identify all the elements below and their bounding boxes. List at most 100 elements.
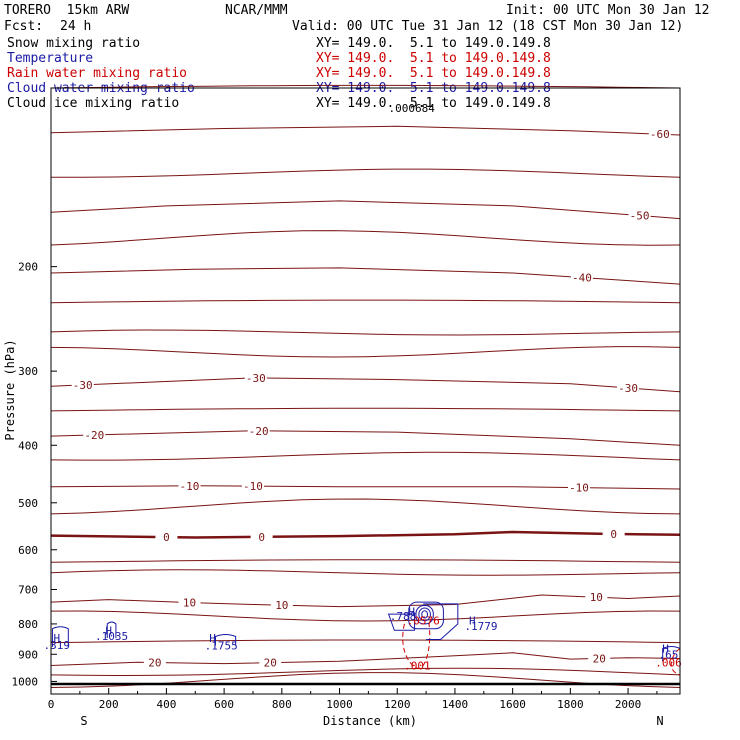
isotherm-label: -20	[84, 429, 104, 442]
cloud-water-label: .788	[390, 610, 417, 623]
isotherm-line	[50, 407, 681, 412]
fcst-label: Fcst:	[4, 19, 44, 34]
cloud-water-contour	[423, 603, 459, 641]
y-tick-label: 400	[18, 439, 38, 452]
rain-water-label: .0576	[407, 615, 440, 628]
isotherm-label-bg	[83, 428, 106, 441]
isotherm-label: 20	[148, 656, 161, 669]
cloud-water-label: .1755	[205, 640, 238, 653]
isotherm-label: -20	[249, 425, 269, 438]
cloud-water-contour	[387, 613, 416, 631]
x-tick-label: 0	[48, 698, 55, 711]
isotherm-label-bg	[178, 596, 201, 609]
isotherm-label: 10	[183, 597, 196, 610]
x-tick-label: 1200	[384, 698, 411, 711]
isotherm-label-bg	[250, 530, 273, 543]
isotherm-line	[50, 329, 681, 336]
isotherm-line	[50, 559, 681, 563]
isotherm--50	[50, 200, 681, 220]
isotherm-label-bg	[247, 424, 270, 437]
isotherm-label: 0	[258, 531, 265, 544]
isotherm-line	[50, 230, 681, 246]
y-tick-label: 700	[18, 584, 38, 597]
isotherm-label: 20	[264, 657, 277, 670]
end-label-north: N	[656, 714, 663, 728]
high-marker: H	[209, 632, 216, 645]
cloud-water-label: .65	[659, 648, 679, 661]
x-tick-label: 400	[156, 698, 176, 711]
fcst-value: 24 h	[60, 19, 92, 34]
isotherm-label-bg	[585, 591, 608, 604]
x-tick-label: 1400	[442, 698, 469, 711]
y-tick-label: 900	[18, 648, 38, 661]
x-tick-label: 1800	[557, 698, 584, 711]
field-xy-cloud-ice: XY= 149.0. 5.1 to 149.0.149.8	[316, 96, 551, 111]
rain-water-label: .006	[655, 657, 682, 670]
isotherm-label-bg	[568, 481, 591, 494]
isotherm-label-bg	[71, 378, 94, 391]
isotherm-label: -10	[180, 480, 200, 493]
field-xy-snow: XY= 149.0. 5.1 to 149.0.149.8	[316, 36, 551, 51]
field-xy-rain: XY= 149.0. 5.1 to 149.0.149.8	[316, 66, 551, 81]
cloud-water-contour	[408, 601, 444, 630]
isotherm-label: 0	[163, 531, 170, 544]
isotherm-label: 0	[610, 528, 617, 541]
high-marker: H	[662, 642, 669, 655]
isotherm-label-bg	[628, 209, 651, 222]
cloud-water-label: .1779	[464, 620, 497, 633]
high-marker: H	[53, 632, 60, 645]
cloud-water-contour	[415, 605, 434, 625]
isotherm-label-bg	[241, 480, 264, 493]
isotherm-line	[50, 639, 681, 644]
isotherm-label-bg	[270, 599, 293, 612]
isotherm-label-bg	[155, 531, 178, 544]
isotherm-line	[50, 569, 681, 576]
x-axis-title: Distance (km)	[323, 714, 417, 728]
isotherm-label-bg	[244, 371, 267, 384]
rain-water-contour	[402, 623, 431, 669]
x-tick-label: 2000	[615, 698, 642, 711]
isotherm-10	[50, 594, 681, 608]
field-name-cloud-ice: Cloud ice mixing ratio	[7, 96, 180, 111]
isotherm-line	[50, 84, 681, 89]
field-name-rain: Rain water mixing ratio	[7, 66, 188, 81]
isotherm-line	[50, 667, 681, 677]
y-tick-label: 300	[18, 365, 38, 378]
isotherm-label: 10	[590, 591, 603, 604]
field-name-temperature: Temperature	[7, 51, 94, 66]
isotherm-line	[50, 672, 681, 688]
isotherm-label-bg	[143, 656, 166, 669]
isotherm-label: -50	[630, 210, 650, 223]
isotherm-line	[50, 346, 681, 358]
y-axis-title: Pressure (hPa)	[3, 339, 17, 440]
isotherm-line	[50, 610, 681, 622]
rain-water-label: .001	[404, 659, 431, 672]
valid-time: Valid: 00 UTC Tue 31 Jan 12 (18 CST Mon …	[292, 19, 684, 34]
isotherm-label-bg	[570, 271, 593, 284]
isotherm--40	[50, 267, 681, 285]
isotherm-label: -10	[569, 482, 589, 495]
cloud-water-contour	[421, 610, 429, 619]
isotherm-label-bg	[617, 381, 640, 394]
x-tick-label: 1000	[326, 698, 353, 711]
isotherm-line	[50, 299, 681, 304]
field-name-snow: Snow mixing ratio	[7, 36, 141, 51]
cloud-water-contour	[51, 626, 69, 648]
cloud-water-label: .319	[44, 639, 71, 652]
high-marker: H	[469, 615, 476, 628]
isotherm-label: 10	[275, 599, 288, 612]
high-marker: H	[105, 624, 112, 637]
isotherm-label-bg	[259, 656, 282, 669]
x-tick-label: 600	[214, 698, 234, 711]
isotherm-label-bg	[178, 479, 201, 492]
rain-water-contour	[670, 648, 681, 676]
cloud-ice-label: .000684	[388, 102, 435, 115]
isotherm-label: 20	[593, 652, 606, 665]
x-tick-label: 1600	[499, 698, 526, 711]
y-tick-label: 800	[18, 618, 38, 631]
isotherm-line	[50, 498, 681, 515]
isotherm-0	[50, 530, 681, 539]
cloud-water-contour	[106, 621, 117, 639]
isotherm-label-bg	[648, 128, 671, 141]
